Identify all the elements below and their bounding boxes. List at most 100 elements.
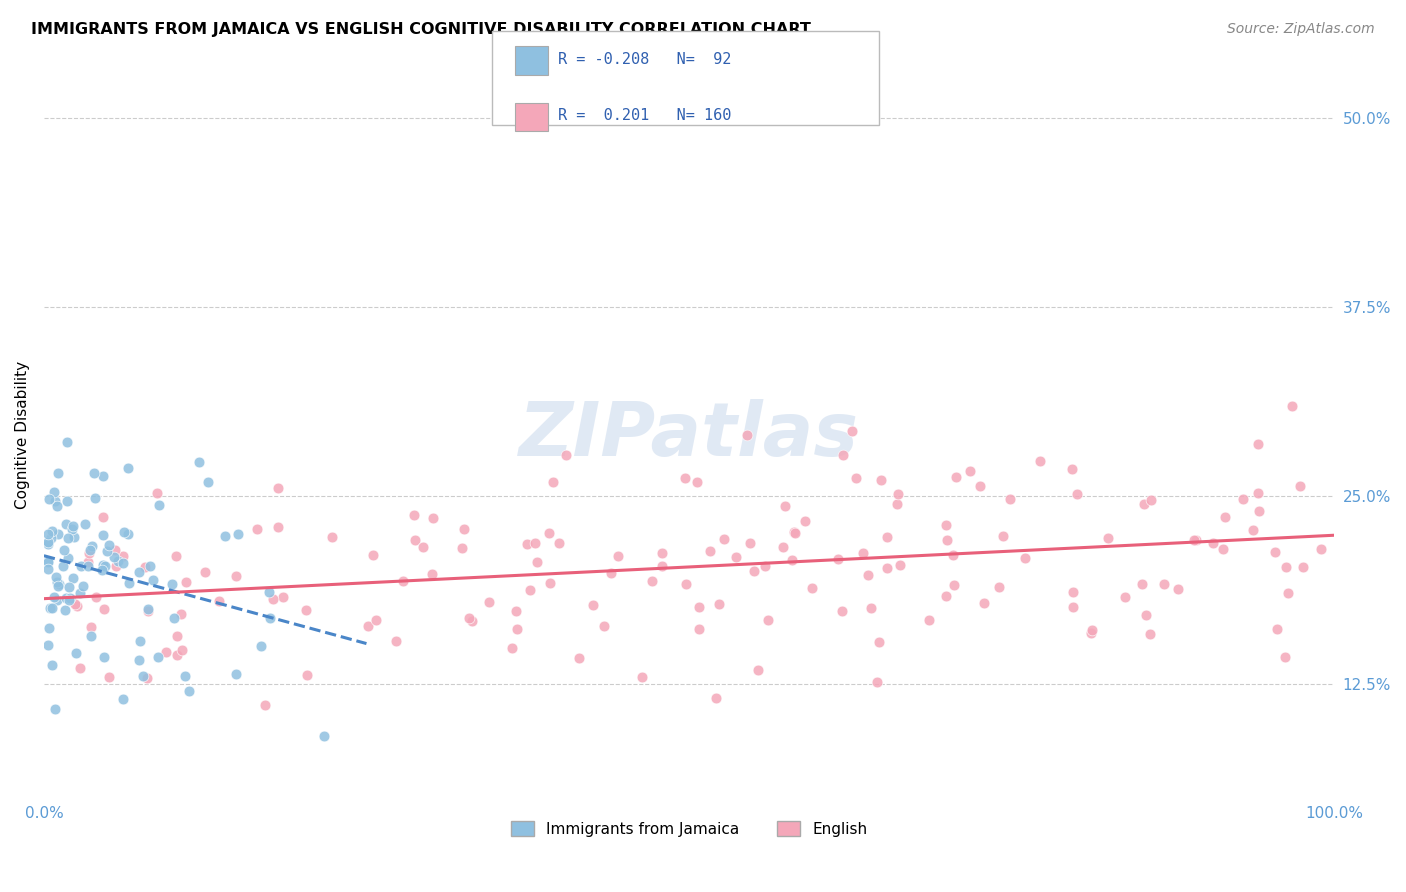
Point (704, 690, 727, 705)
Point (1139, 627, 1161, 641)
Point (686, 475, 709, 489)
Point (1247, 436, 1270, 450)
Point (45, 569, 67, 583)
Text: R =  0.201   N= 160: R = 0.201 N= 160 (558, 108, 731, 123)
Point (959, 464, 981, 478)
Point (45, 593, 67, 607)
Point (384, 633, 406, 648)
Point (83, 467, 105, 481)
Point (94, 558, 117, 573)
Point (262, 592, 284, 607)
Point (526, 555, 548, 569)
Point (538, 575, 561, 590)
Point (699, 544, 721, 558)
Point (1080, 623, 1102, 637)
Point (420, 567, 443, 582)
Point (208, 594, 231, 608)
Point (44, 494, 66, 508)
Point (173, 669, 195, 683)
Point (361, 548, 384, 562)
Point (357, 619, 380, 633)
Point (90, 563, 112, 577)
Point (60, 522, 83, 536)
Point (738, 536, 761, 550)
Point (773, 500, 796, 514)
Point (117, 461, 139, 475)
Point (1114, 590, 1136, 604)
Point (63, 530, 86, 544)
Point (56, 532, 79, 546)
Point (129, 634, 152, 648)
Point (44, 702, 66, 716)
Text: IMMIGRANTS FROM JAMAICA VS ENGLISH COGNITIVE DISABILITY CORRELATION CHART: IMMIGRANTS FROM JAMAICA VS ENGLISH COGNI… (31, 22, 811, 37)
Point (1281, 399, 1303, 413)
Point (422, 511, 444, 525)
Point (856, 567, 879, 582)
Point (46, 499, 69, 513)
Point (46, 574, 69, 589)
Point (606, 549, 628, 563)
Point (271, 590, 294, 604)
Point (1029, 454, 1052, 468)
Point (412, 541, 434, 555)
Point (1249, 504, 1271, 518)
Point (93, 602, 115, 616)
Point (845, 471, 868, 485)
Point (1277, 586, 1299, 600)
Point (37, 537, 59, 551)
Y-axis label: Cognitive Disability: Cognitive Disability (15, 361, 30, 509)
Point (58, 592, 80, 607)
Point (541, 475, 564, 489)
Point (592, 619, 614, 633)
Point (582, 598, 605, 612)
Point (945, 470, 967, 484)
Point (651, 559, 673, 574)
Point (69, 661, 91, 675)
Point (267, 481, 290, 495)
Point (1062, 585, 1084, 599)
Point (37, 638, 59, 652)
Point (1133, 497, 1156, 511)
Point (841, 424, 863, 438)
Point (117, 526, 139, 541)
Point (780, 553, 803, 567)
Point (97, 670, 120, 684)
Point (1135, 607, 1157, 622)
Point (259, 611, 281, 625)
Point (46, 527, 69, 541)
Point (450, 541, 472, 556)
Point (477, 595, 499, 609)
Point (568, 651, 591, 665)
Point (1241, 523, 1264, 537)
Point (118, 576, 141, 591)
Point (132, 668, 155, 682)
Point (91, 510, 114, 524)
Point (1274, 650, 1296, 665)
Point (84, 491, 107, 506)
Point (104, 543, 127, 558)
Point (783, 524, 806, 539)
Point (889, 558, 911, 572)
Point (174, 575, 197, 590)
Point (737, 428, 759, 442)
Point (1215, 509, 1237, 524)
Point (1140, 492, 1163, 507)
Point (831, 604, 853, 618)
Point (391, 574, 413, 589)
Point (136, 672, 159, 686)
Point (166, 629, 188, 643)
Point (800, 581, 823, 595)
Point (128, 653, 150, 667)
Point (128, 565, 150, 579)
Point (1014, 551, 1036, 566)
Point (38, 601, 60, 615)
Point (366, 613, 388, 627)
Point (77, 546, 100, 560)
Point (111, 549, 134, 563)
Point (79, 542, 101, 557)
Point (505, 604, 527, 618)
Point (114, 524, 136, 539)
Point (936, 533, 959, 547)
Point (46, 579, 69, 593)
Point (197, 475, 219, 489)
